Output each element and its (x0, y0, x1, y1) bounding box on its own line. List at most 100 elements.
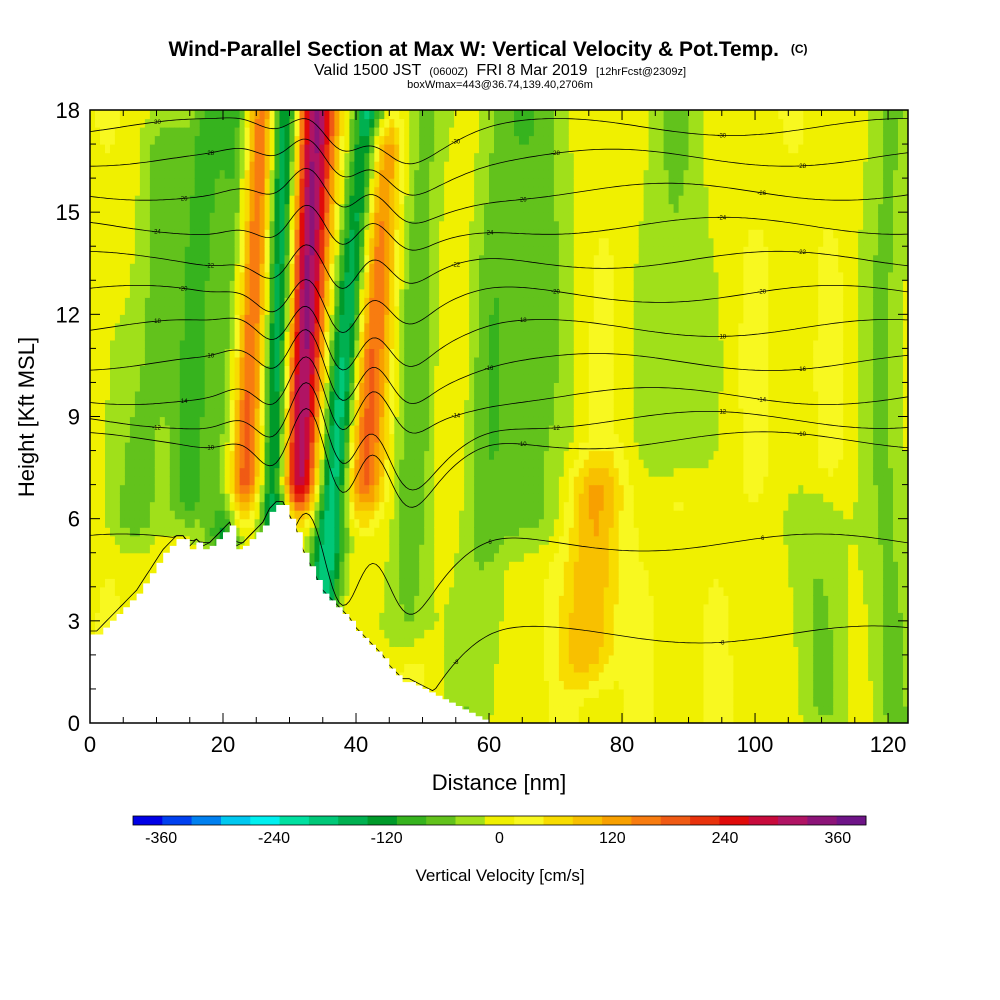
velocity-cell (274, 331, 281, 341)
velocity-cell (264, 356, 271, 366)
velocity-cell (404, 195, 410, 205)
velocity-cell (409, 586, 415, 596)
velocity-cell (274, 356, 281, 366)
velocity-cell (129, 246, 136, 256)
velocity-cell (394, 493, 400, 503)
velocity-cell (144, 484, 151, 494)
velocity-cell (119, 373, 126, 383)
velocity-cell (119, 331, 126, 341)
velocity-cell (100, 135, 106, 145)
velocity-cell (344, 510, 350, 520)
velocity-cell (419, 603, 425, 613)
velocity-cell (199, 476, 206, 486)
velocity-cell (95, 127, 101, 137)
velocity-cell (369, 382, 375, 392)
velocity-cell (284, 135, 291, 145)
velocity-cell (149, 203, 156, 213)
velocity-cell (359, 612, 365, 622)
velocity-cell (184, 280, 191, 290)
velocity-cell (419, 305, 425, 315)
velocity-cell (329, 416, 335, 426)
velocity-cell (274, 442, 281, 452)
velocity-cell (284, 237, 291, 247)
velocity-cell (239, 476, 246, 486)
velocity-cell (119, 263, 126, 273)
velocity-cell (219, 263, 226, 273)
subtitle-valid-time: Valid 1500 JST (314, 62, 422, 79)
velocity-cell (154, 297, 161, 307)
velocity-cell (389, 305, 395, 315)
velocity-cell (394, 254, 400, 264)
velocity-cell (124, 450, 131, 460)
velocity-cell (224, 484, 231, 494)
velocity-cell (424, 297, 430, 307)
velocity-cell (100, 297, 106, 307)
velocity-cell (369, 603, 375, 613)
velocity-cell (274, 169, 281, 179)
velocity-cell (209, 382, 216, 392)
velocity-cell (184, 501, 191, 511)
velocity-cell (294, 144, 301, 154)
velocity-cell (409, 237, 415, 247)
velocity-cell (144, 552, 151, 562)
velocity-cell (119, 535, 126, 545)
velocity-cell (229, 288, 236, 298)
velocity-cell (379, 527, 385, 537)
velocity-cell (319, 425, 325, 435)
velocity-cell (429, 586, 435, 596)
velocity-cell (219, 433, 226, 443)
velocity-cell (329, 450, 335, 460)
velocity-cell (124, 127, 131, 137)
velocity-cell (234, 331, 241, 341)
velocity-cell (129, 416, 136, 426)
velocity-cell (394, 118, 400, 128)
velocity-cell (189, 450, 196, 460)
velocity-cell (110, 118, 116, 128)
velocity-cell (124, 254, 131, 264)
velocity-cell (105, 544, 111, 554)
velocity-cell (384, 331, 390, 341)
velocity-cell (105, 212, 111, 222)
velocity-cell (419, 237, 425, 247)
velocity-cell (174, 118, 181, 128)
velocity-cell (100, 365, 106, 375)
velocity-cell (379, 305, 385, 315)
velocity-cell (174, 501, 181, 511)
velocity-cell (134, 152, 141, 162)
velocity-cell (309, 391, 316, 401)
velocity-cell (129, 297, 136, 307)
velocity-cell (429, 408, 435, 418)
velocity-cell (100, 271, 106, 281)
velocity-cell (105, 135, 111, 145)
velocity-cell (189, 535, 196, 545)
velocity-cell (169, 246, 176, 256)
velocity-cell (344, 603, 350, 613)
velocity-cell (264, 263, 271, 273)
velocity-cell (144, 339, 151, 349)
velocity-cell (384, 305, 390, 315)
velocity-cell (259, 373, 266, 383)
velocity-cell (139, 527, 146, 537)
velocity-cell (344, 365, 350, 375)
velocity-cell (119, 391, 126, 401)
velocity-cell (269, 229, 276, 239)
velocity-cell (229, 391, 236, 401)
velocity-cell (344, 382, 350, 392)
velocity-cell (199, 373, 206, 383)
velocity-cell (264, 433, 271, 443)
velocity-cell (434, 663, 440, 673)
velocity-cell (299, 501, 306, 511)
velocity-cell (424, 391, 430, 401)
velocity-cell (294, 382, 301, 392)
velocity-cell (184, 493, 191, 503)
velocity-cell (259, 484, 266, 494)
velocity-cell (424, 127, 430, 137)
velocity-cell (264, 152, 271, 162)
velocity-cell (100, 186, 106, 196)
velocity-cell (389, 110, 395, 120)
velocity-cell (95, 442, 101, 452)
velocity-cell (289, 271, 296, 281)
velocity-cell (379, 212, 385, 222)
velocity-cell (204, 339, 211, 349)
velocity-cell (339, 493, 345, 503)
